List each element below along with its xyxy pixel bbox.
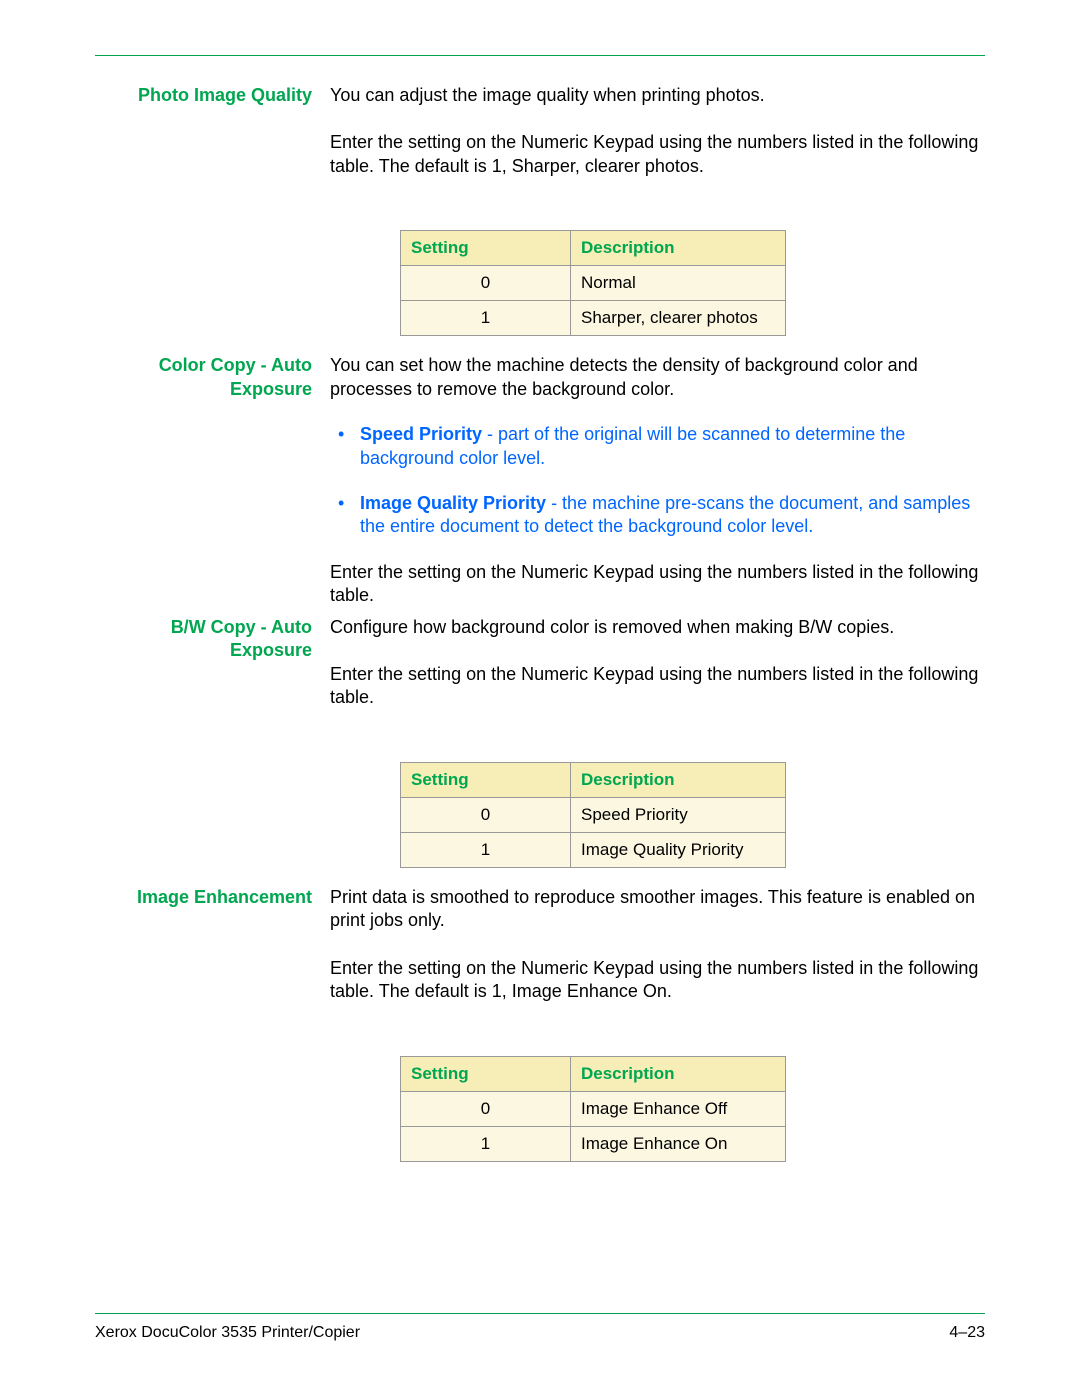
table-row: 1 Sharper, clearer photos: [401, 301, 786, 336]
table-row: 0 Image Enhance Off: [401, 1091, 786, 1126]
table-header-description: Description: [571, 762, 786, 797]
page-footer: Xerox DocuColor 3535 Printer/Copier 4–23: [95, 1313, 985, 1342]
settings-table-bw: Setting Description 0 Speed Priority 1 I…: [400, 762, 786, 868]
paragraph: Print data is smoothed to reproduce smoo…: [330, 886, 985, 933]
table-cell-setting: 1: [401, 832, 571, 867]
table-cell-setting: 1: [401, 301, 571, 336]
paragraph: You can adjust the image quality when pr…: [330, 84, 985, 107]
table-cell-description: Speed Priority: [571, 797, 786, 832]
paragraph: Configure how background color is remove…: [330, 616, 985, 639]
label-col: B/W Copy - Auto Exposure: [95, 616, 330, 663]
footer-right: 4–23: [949, 1324, 985, 1342]
label-col: Color Copy - Auto Exposure: [95, 354, 330, 401]
body-col: Configure how background color is remove…: [330, 616, 985, 882]
body-col: Print data is smoothed to reproduce smoo…: [330, 886, 985, 1170]
paragraph: Enter the setting on the Numeric Keypad …: [330, 663, 985, 710]
settings-table-enhance: Setting Description 0 Image Enhance Off …: [400, 1056, 786, 1162]
table-header-setting: Setting: [401, 762, 571, 797]
top-rule: [95, 55, 985, 56]
section-photo-image-quality: Photo Image Quality You can adjust the i…: [95, 84, 985, 350]
body-col: You can set how the machine detects the …: [330, 354, 985, 611]
table-header-row: Setting Description: [401, 231, 786, 266]
table-row: 1 Image Quality Priority: [401, 832, 786, 867]
paragraph: You can set how the machine detects the …: [330, 354, 985, 401]
section-image-enhancement: Image Enhancement Print data is smoothed…: [95, 886, 985, 1170]
table-header-row: Setting Description: [401, 762, 786, 797]
table-cell-setting: 0: [401, 266, 571, 301]
paragraph: Enter the setting on the Numeric Keypad …: [330, 957, 985, 1004]
table-header-row: Setting Description: [401, 1056, 786, 1091]
label-col: Photo Image Quality: [95, 84, 330, 107]
table-header-description: Description: [571, 1056, 786, 1091]
bullet-list: Speed Priority - part of the original wi…: [330, 423, 985, 539]
table-row: 0 Normal: [401, 266, 786, 301]
paragraph: Enter the setting on the Numeric Keypad …: [330, 561, 985, 608]
label-col: Image Enhancement: [95, 886, 330, 909]
section-bw-copy-auto-exposure: B/W Copy - Auto Exposure Configure how b…: [95, 616, 985, 882]
footer-row: Xerox DocuColor 3535 Printer/Copier 4–23: [95, 1324, 985, 1342]
settings-table-photo: Setting Description 0 Normal 1 Sharper, …: [400, 230, 786, 336]
bullet-item: Speed Priority - part of the original wi…: [330, 423, 985, 470]
table-cell-setting: 1: [401, 1126, 571, 1161]
section-label: Color Copy - Auto Exposure: [159, 355, 312, 398]
paragraph: Enter the setting on the Numeric Keypad …: [330, 131, 985, 178]
body-col: You can adjust the image quality when pr…: [330, 84, 985, 350]
bullet-strong: Speed Priority: [360, 424, 482, 444]
table-cell-description: Image Enhance Off: [571, 1091, 786, 1126]
section-label: Photo Image Quality: [138, 85, 312, 105]
table-cell-setting: 0: [401, 1091, 571, 1126]
section-label: Image Enhancement: [137, 887, 312, 907]
table-row: 0 Speed Priority: [401, 797, 786, 832]
section-label: B/W Copy - Auto Exposure: [171, 617, 312, 660]
page-content: Photo Image Quality You can adjust the i…: [0, 0, 1080, 1170]
table-cell-description: Sharper, clearer photos: [571, 301, 786, 336]
table-header-setting: Setting: [401, 231, 571, 266]
section-color-copy-auto-exposure: Color Copy - Auto Exposure You can set h…: [95, 354, 985, 611]
table-header-description: Description: [571, 231, 786, 266]
bullet-strong: Image Quality Priority: [360, 493, 546, 513]
table-cell-description: Normal: [571, 266, 786, 301]
table-cell-description: Image Enhance On: [571, 1126, 786, 1161]
bottom-rule: [95, 1313, 985, 1314]
table-header-setting: Setting: [401, 1056, 571, 1091]
footer-left: Xerox DocuColor 3535 Printer/Copier: [95, 1324, 360, 1342]
table-cell-description: Image Quality Priority: [571, 832, 786, 867]
table-row: 1 Image Enhance On: [401, 1126, 786, 1161]
bullet-item: Image Quality Priority - the machine pre…: [330, 492, 985, 539]
table-cell-setting: 0: [401, 797, 571, 832]
